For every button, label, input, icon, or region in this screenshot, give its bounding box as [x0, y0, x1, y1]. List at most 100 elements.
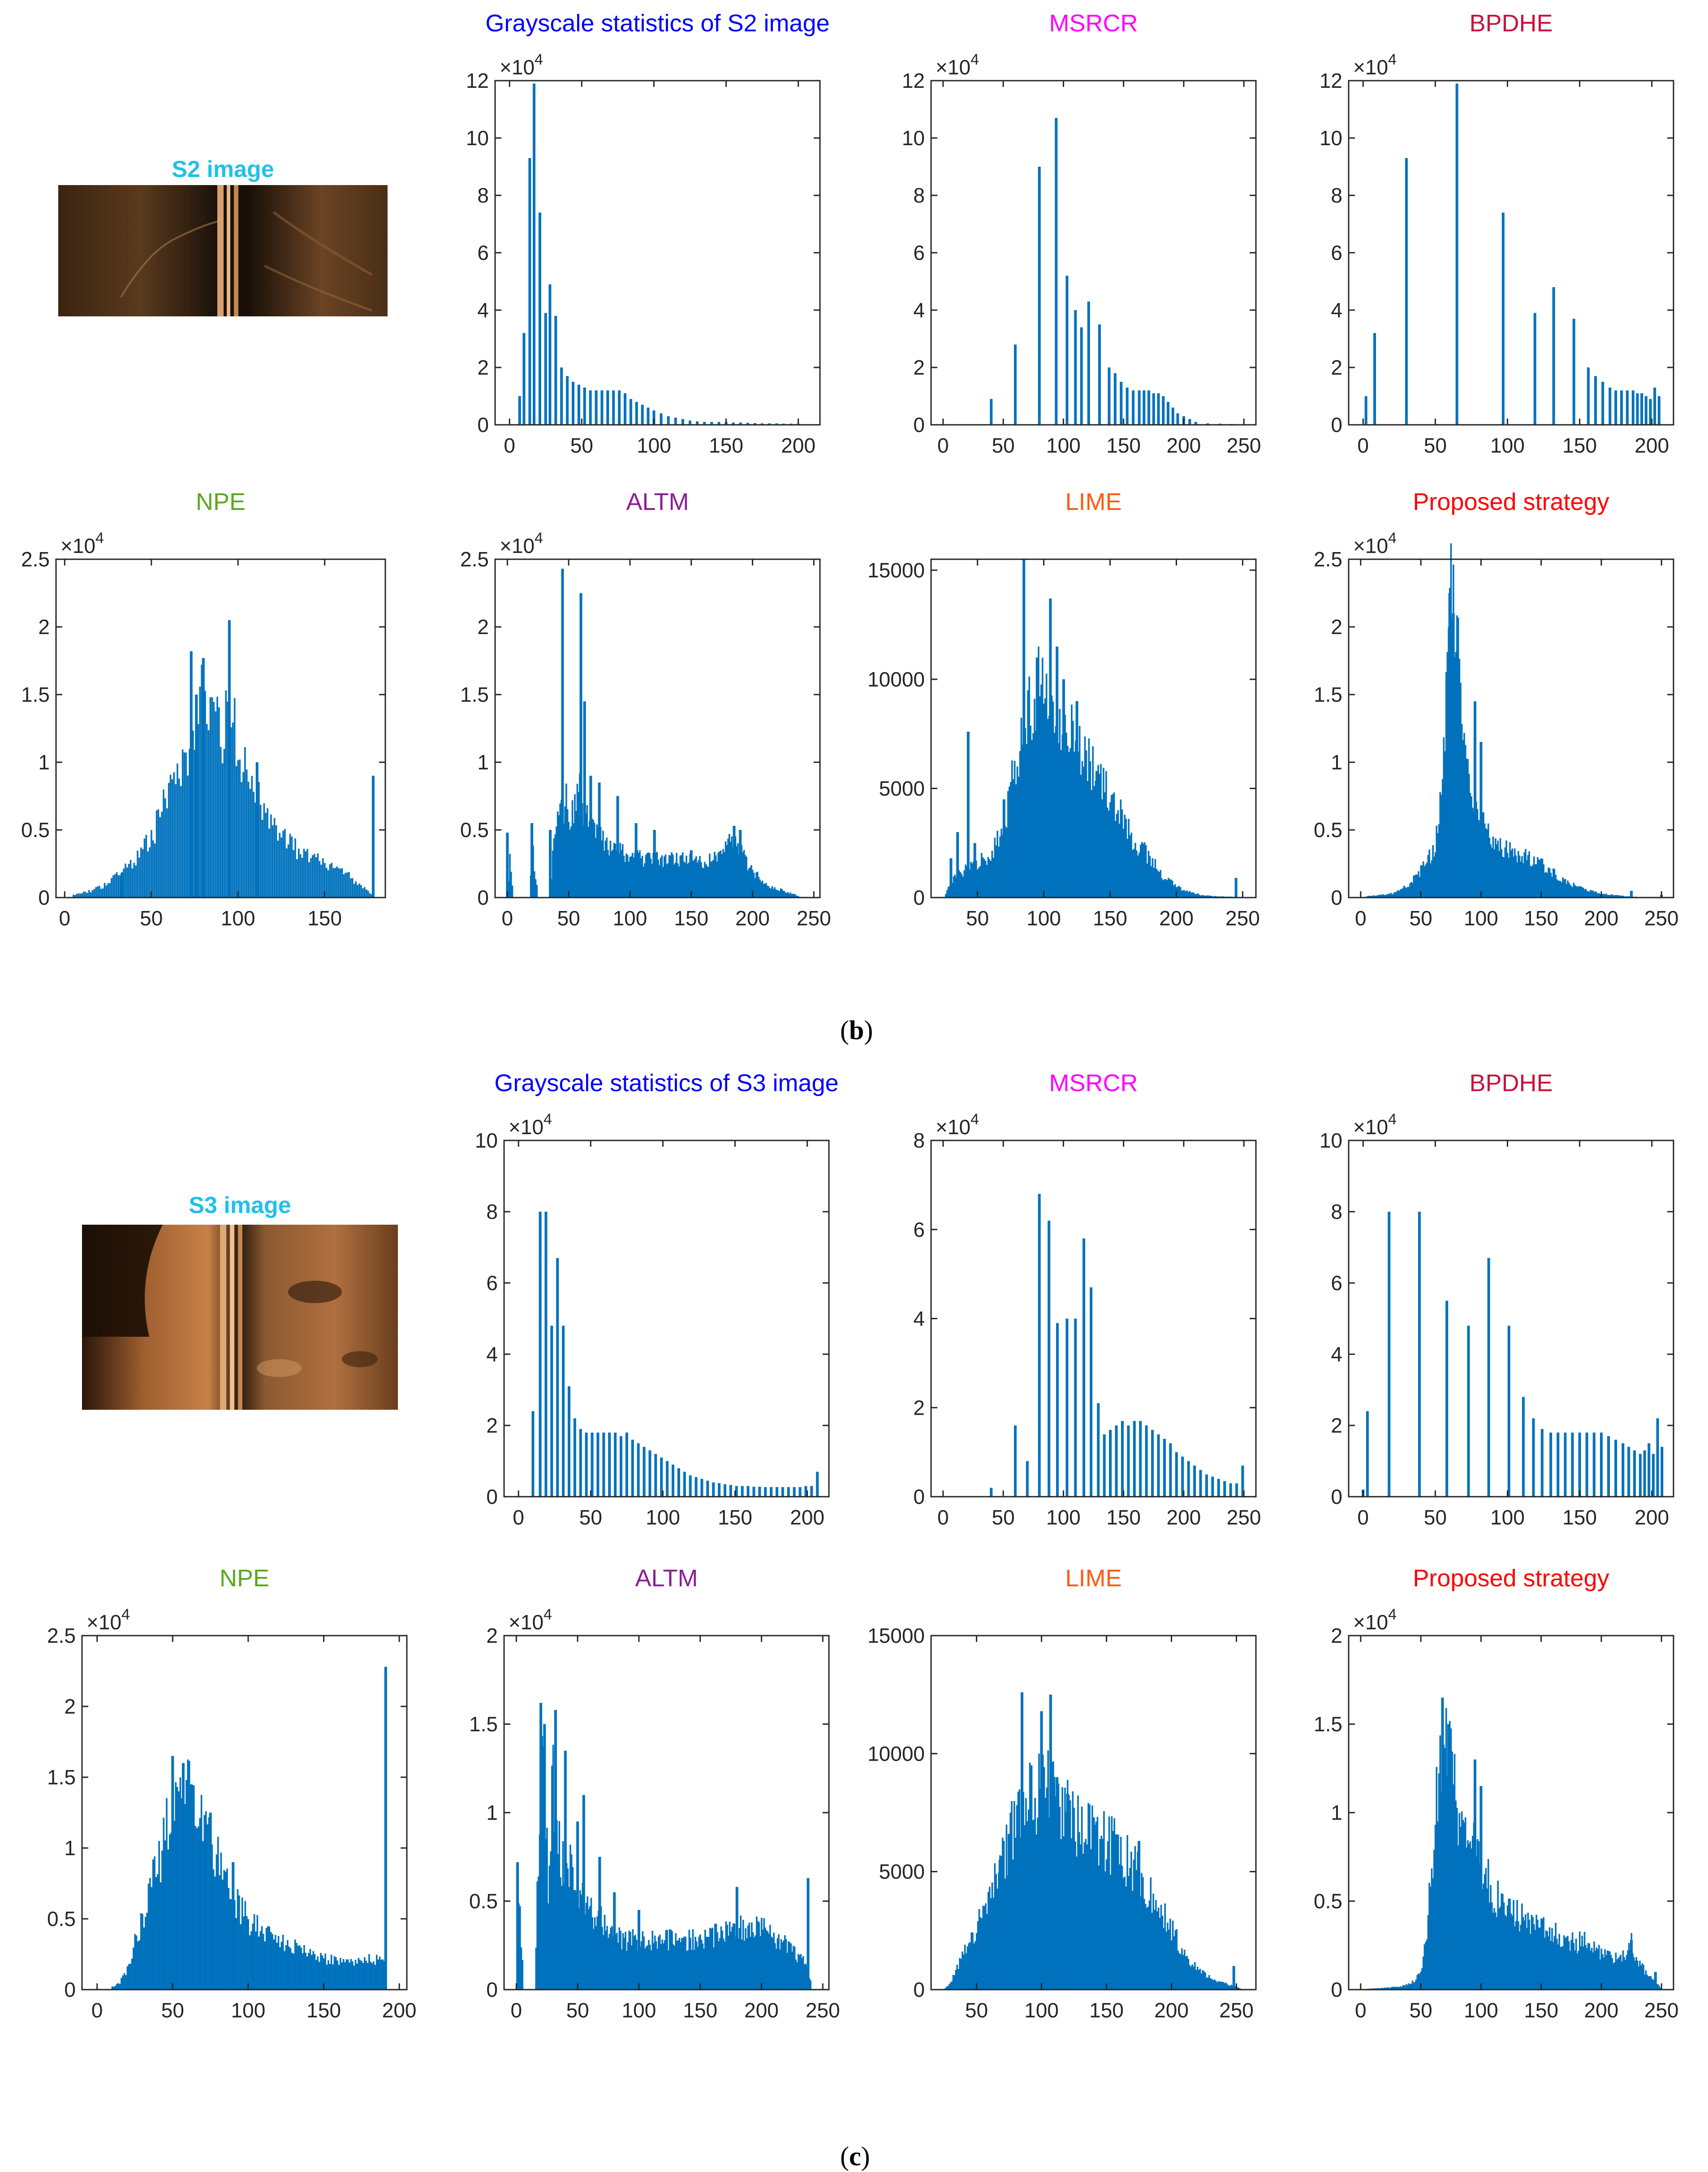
bar	[341, 1962, 343, 1990]
axis-multiplier: ×104	[1353, 1111, 1397, 1139]
bar	[1151, 1430, 1154, 1497]
spike-bar	[1441, 1697, 1444, 1990]
spike-bar	[256, 762, 259, 898]
x-tick-label: 250	[1644, 1999, 1679, 2022]
bar	[315, 857, 317, 898]
spike-bar	[635, 823, 638, 898]
bar	[266, 1928, 267, 1990]
bar	[298, 849, 300, 898]
bar	[1147, 390, 1150, 425]
bar	[1169, 1443, 1172, 1497]
bar	[332, 1965, 334, 1990]
y-tick-label: 6	[1331, 241, 1342, 264]
bar	[589, 390, 592, 425]
spike-bar	[1449, 593, 1451, 898]
bar	[303, 1945, 305, 1990]
spike-bar	[539, 1703, 542, 1990]
spike-bar	[1056, 1777, 1058, 1990]
bar	[140, 847, 142, 898]
bar	[1083, 1239, 1085, 1497]
bar	[1609, 388, 1611, 425]
spike-bar	[1066, 1794, 1069, 1990]
axes-box	[931, 1140, 1256, 1497]
spike-bar	[576, 1822, 579, 1990]
bar	[305, 1953, 306, 1990]
bar	[314, 854, 315, 898]
bar	[223, 1870, 225, 1990]
bar	[238, 1896, 240, 1990]
x-tick-label: 250	[1644, 907, 1679, 930]
bar	[156, 810, 158, 898]
bar	[1593, 1433, 1596, 1497]
bar	[1614, 390, 1617, 425]
x-tick-label: 100	[622, 1999, 656, 2022]
spike-bar	[969, 1943, 971, 1990]
bar	[267, 808, 268, 898]
bar	[1600, 1433, 1603, 1497]
bar	[572, 382, 574, 425]
bar	[303, 849, 305, 898]
bar	[1594, 376, 1597, 425]
y-tick-label: 4	[1331, 298, 1342, 322]
y-tick-label: 8	[1331, 184, 1342, 207]
bar	[562, 1326, 565, 1497]
bar	[285, 1945, 287, 1990]
y-tick-label: 0.5	[21, 818, 50, 842]
bar	[660, 413, 663, 425]
x-tick-label: 150	[683, 1999, 717, 2022]
bar	[164, 799, 166, 898]
bar	[279, 833, 280, 898]
axes-box	[1349, 81, 1673, 425]
bar	[224, 749, 225, 898]
bar	[1143, 390, 1145, 425]
bar	[367, 1963, 369, 1990]
x-tick-label: 50	[1424, 434, 1447, 457]
spike-bar	[1030, 1766, 1032, 1990]
bar	[288, 1947, 290, 1990]
bar	[222, 763, 224, 898]
bar	[213, 702, 215, 898]
axis-multiplier: ×104	[500, 51, 543, 79]
bar	[776, 1487, 778, 1497]
bar	[533, 83, 535, 425]
bar	[377, 1960, 379, 1990]
bar	[158, 809, 160, 898]
bar	[356, 1964, 358, 1990]
x-tick-label: 0	[504, 434, 515, 457]
spike-bar	[598, 782, 601, 898]
x-tick-label: 0	[1357, 434, 1369, 457]
bar	[289, 834, 291, 898]
bar	[175, 784, 177, 898]
bar	[1167, 402, 1169, 425]
bar	[100, 889, 102, 898]
bar	[259, 1931, 261, 1990]
bar	[340, 1958, 341, 1990]
bars	[1366, 1697, 1661, 1990]
axis-multiplier: ×104	[509, 1111, 552, 1139]
spike-bar	[190, 1784, 192, 1990]
bar	[1223, 1481, 1226, 1497]
bar	[366, 890, 367, 898]
bar	[352, 1961, 354, 1990]
bar	[132, 868, 134, 898]
bars	[112, 1667, 387, 1990]
x-tick-label: 50	[557, 907, 580, 930]
y-tick-label: 0	[64, 1978, 76, 2001]
bars	[945, 1692, 1242, 1990]
bar	[1653, 388, 1656, 425]
bar	[353, 1965, 355, 1990]
bar	[286, 848, 288, 898]
bar	[368, 1954, 370, 1990]
bar	[591, 1433, 594, 1497]
bar	[1055, 118, 1057, 425]
bar	[1601, 382, 1604, 425]
x-tick-label: 150	[1562, 434, 1597, 457]
bar	[625, 1433, 628, 1497]
bar	[317, 1956, 319, 1990]
spike-bar	[1479, 1786, 1482, 1990]
y-tick-label: 10000	[867, 668, 925, 691]
x-tick-label: 250	[1227, 1506, 1261, 1529]
bar	[251, 776, 253, 898]
spike-bar	[638, 1910, 640, 1990]
